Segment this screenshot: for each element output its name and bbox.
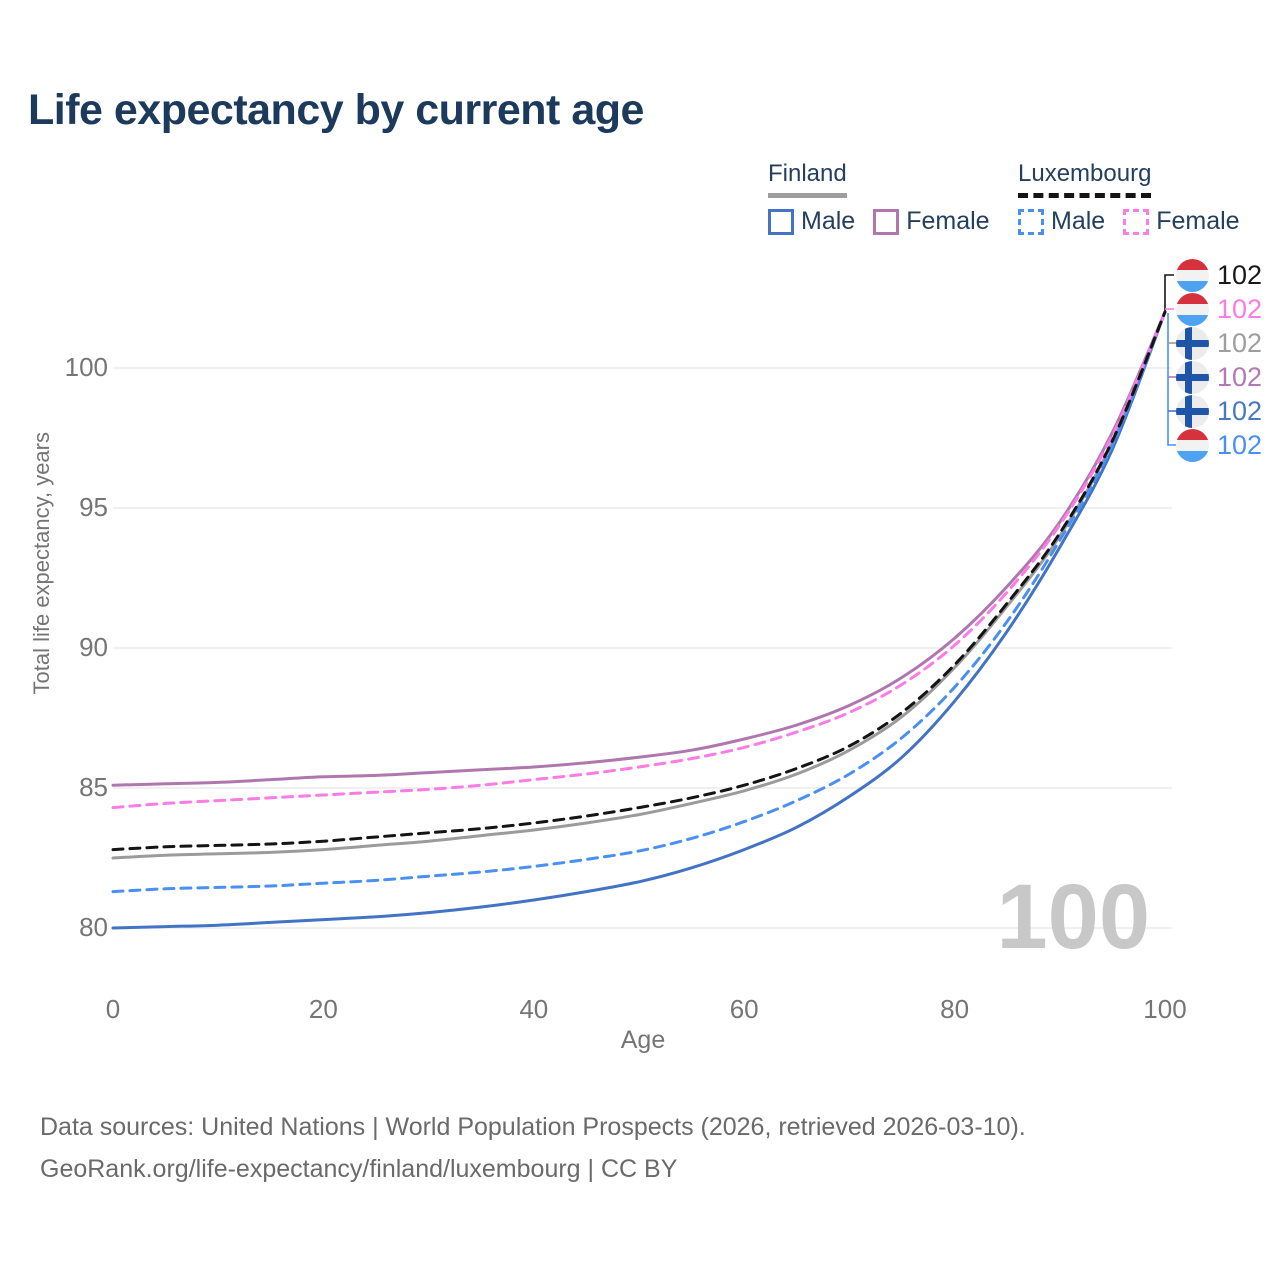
series-line-luxembourg[interactable] xyxy=(111,310,1167,852)
luxembourg-female-swatch-icon xyxy=(1123,208,1150,235)
y-tick-label-85: 85 xyxy=(79,772,108,802)
legend-finland-male-label: Male xyxy=(801,207,856,235)
end-value-finland-female: 102 xyxy=(1217,361,1263,392)
x-tick-label-20: 20 xyxy=(308,994,338,1024)
end-label-luxembourg-both: 102 xyxy=(1176,258,1262,292)
luxembourg-flag-icon xyxy=(1176,292,1209,326)
legend-luxembourg-female-label: Female xyxy=(1156,207,1240,235)
end-label-luxembourg-male: 102 xyxy=(1176,428,1262,462)
legend-finland-header[interactable]: Finland xyxy=(768,160,847,198)
age-watermark: 100 xyxy=(997,866,1151,968)
x-tick-label-60: 60 xyxy=(729,994,759,1024)
end-value-luxembourg-both: 102 xyxy=(1217,259,1263,290)
y-tick-label-100: 100 xyxy=(64,352,108,382)
legend-luxembourg-female[interactable]: Female xyxy=(1123,207,1240,236)
data-sources: Data sources: United Nations | World Pop… xyxy=(40,1106,1026,1190)
x-tick-label-80: 80 xyxy=(940,994,970,1024)
legend-luxembourg-male-label: Male xyxy=(1051,207,1106,235)
legend-group-luxembourg: Luxembourg Male Female xyxy=(1018,160,1258,236)
finland-male-swatch-icon xyxy=(768,208,794,235)
data-sources-line2: GeoRank.org/life-expectancy/finland/luxe… xyxy=(40,1155,678,1183)
finland-flag-icon xyxy=(1176,326,1209,360)
y-tick-label-95: 95 xyxy=(79,492,108,522)
y-tick-label-80: 80 xyxy=(79,912,108,942)
end-label-finland-male: 102 xyxy=(1176,394,1262,428)
end-value-luxembourg-female: 102 xyxy=(1217,293,1263,324)
leader-line-luxembourg-male xyxy=(1167,313,1176,446)
finland-female-swatch-icon xyxy=(873,208,900,235)
legend-luxembourg-header[interactable]: Luxembourg xyxy=(1018,160,1152,198)
legend-finland-male[interactable]: Male xyxy=(768,207,855,236)
leader-line-luxembourg-both xyxy=(1164,274,1174,312)
series-line-finland-female[interactable] xyxy=(111,310,1167,787)
x-tick-label-40: 40 xyxy=(519,994,549,1024)
end-label-luxembourg-female: 102 xyxy=(1176,292,1262,326)
finland-flag-icon xyxy=(1176,360,1209,394)
luxembourg-flag-icon xyxy=(1176,258,1209,292)
y-tick-label-90: 90 xyxy=(79,632,108,662)
legend-group-finland: Finland Male Female xyxy=(768,160,1008,236)
end-value-luxembourg-male: 102 xyxy=(1217,429,1263,460)
end-value-finland-male: 102 xyxy=(1217,395,1263,426)
legend-luxembourg-male[interactable]: Male xyxy=(1018,207,1105,236)
luxembourg-flag-icon xyxy=(1176,428,1209,462)
end-label-finland-both: 102 xyxy=(1176,326,1262,360)
luxembourg-male-swatch-icon xyxy=(1018,208,1044,235)
x-axis-title: Age xyxy=(620,1026,666,1054)
legend-finland-female[interactable]: Female xyxy=(873,207,990,236)
x-tick-label-100: 100 xyxy=(1143,994,1187,1024)
end-value-finland-both: 102 xyxy=(1217,327,1263,358)
data-sources-line1: Data sources: United Nations | World Pop… xyxy=(40,1113,1026,1141)
end-label-finland-female: 102 xyxy=(1176,360,1262,394)
legend-finland-female-label: Female xyxy=(906,207,990,235)
series-line-luxembourg-female[interactable] xyxy=(111,310,1167,810)
x-tick-label-0: 0 xyxy=(105,994,121,1024)
chart-title: Life expectancy by current age xyxy=(28,86,644,134)
series-line-luxembourg-male[interactable] xyxy=(111,310,1167,894)
series-line-finland[interactable] xyxy=(111,310,1167,860)
finland-flag-icon xyxy=(1176,394,1209,428)
series-line-finland-male[interactable] xyxy=(111,310,1167,930)
